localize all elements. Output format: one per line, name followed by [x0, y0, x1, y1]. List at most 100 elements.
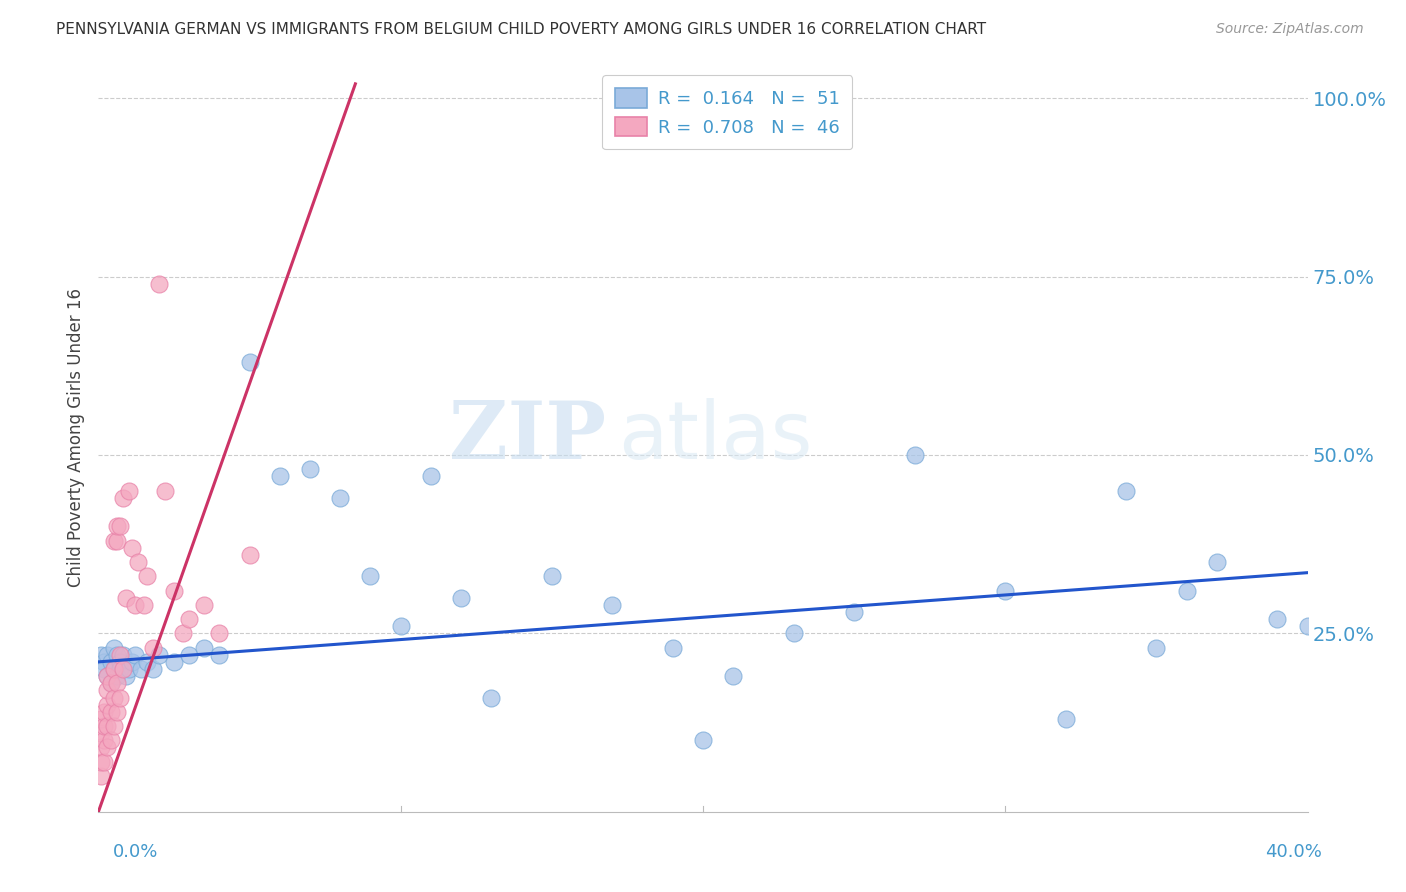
- Point: [96, 669, 118, 683]
- Point: [96, 719, 118, 733]
- Text: atlas: atlas: [619, 398, 813, 476]
- Point: [129, 662, 152, 676]
- Point: [105, 519, 128, 533]
- Point: [100, 655, 122, 669]
- Point: [105, 676, 128, 690]
- Point: [103, 662, 125, 676]
- Point: [96, 669, 118, 683]
- Point: [96, 648, 118, 662]
- Point: [135, 655, 157, 669]
- Point: [114, 669, 136, 683]
- Point: [118, 483, 141, 498]
- Point: [103, 719, 125, 733]
- Point: [1144, 640, 1167, 655]
- Point: [602, 598, 624, 612]
- Point: [105, 669, 128, 683]
- Point: [299, 462, 322, 476]
- Text: 0.0%: 0.0%: [112, 843, 157, 861]
- Y-axis label: Child Poverty Among Girls Under 16: Child Poverty Among Girls Under 16: [66, 287, 84, 587]
- Point: [1206, 555, 1229, 569]
- Point: [269, 469, 291, 483]
- Point: [481, 690, 503, 705]
- Point: [692, 733, 714, 747]
- Point: [108, 690, 131, 705]
- Point: [661, 640, 683, 655]
- Point: [111, 648, 134, 662]
- Point: [1115, 483, 1137, 498]
- Point: [108, 648, 131, 662]
- Point: [163, 655, 186, 669]
- Point: [108, 519, 131, 533]
- Text: 40.0%: 40.0%: [1265, 843, 1322, 861]
- Point: [93, 705, 115, 719]
- Point: [103, 662, 125, 676]
- Point: [163, 583, 186, 598]
- Point: [904, 448, 927, 462]
- Point: [239, 355, 262, 369]
- Point: [1267, 612, 1289, 626]
- Point: [844, 605, 866, 619]
- Point: [142, 640, 165, 655]
- Point: [100, 676, 122, 690]
- Point: [93, 733, 115, 747]
- Point: [179, 648, 201, 662]
- Point: [90, 740, 112, 755]
- Point: [153, 483, 176, 498]
- Point: [90, 755, 112, 769]
- Legend: R =  0.164   N =  51, R =  0.708   N =  46: R = 0.164 N = 51, R = 0.708 N = 46: [602, 75, 852, 149]
- Point: [105, 705, 128, 719]
- Point: [179, 612, 201, 626]
- Point: [121, 541, 143, 555]
- Point: [105, 533, 128, 548]
- Point: [96, 683, 118, 698]
- Point: [124, 648, 146, 662]
- Point: [389, 619, 412, 633]
- Point: [135, 569, 157, 583]
- Point: [96, 698, 118, 712]
- Point: [118, 662, 141, 676]
- Point: [103, 640, 125, 655]
- Point: [111, 491, 134, 505]
- Point: [121, 655, 143, 669]
- Point: [111, 662, 134, 676]
- Point: [723, 669, 745, 683]
- Point: [124, 598, 146, 612]
- Point: [172, 626, 194, 640]
- Point: [90, 726, 112, 740]
- Point: [90, 769, 112, 783]
- Point: [239, 548, 262, 562]
- Point: [360, 569, 382, 583]
- Point: [93, 755, 115, 769]
- Point: [103, 690, 125, 705]
- Point: [1296, 619, 1319, 633]
- Text: PENNSYLVANIA GERMAN VS IMMIGRANTS FROM BELGIUM CHILD POVERTY AMONG GIRLS UNDER 1: PENNSYLVANIA GERMAN VS IMMIGRANTS FROM B…: [56, 22, 987, 37]
- Point: [114, 591, 136, 605]
- Point: [93, 719, 115, 733]
- Text: ZIP: ZIP: [450, 398, 606, 476]
- Point: [90, 712, 112, 726]
- Point: [96, 740, 118, 755]
- Point: [132, 598, 155, 612]
- Point: [420, 469, 443, 483]
- Point: [193, 598, 215, 612]
- Point: [148, 648, 170, 662]
- Point: [1054, 712, 1077, 726]
- Point: [1175, 583, 1198, 598]
- Point: [148, 277, 170, 291]
- Point: [100, 733, 122, 747]
- Point: [208, 648, 231, 662]
- Point: [329, 491, 352, 505]
- Point: [100, 705, 122, 719]
- Point: [450, 591, 472, 605]
- Point: [108, 655, 131, 669]
- Point: [127, 555, 149, 569]
- Point: [105, 648, 128, 662]
- Point: [193, 640, 215, 655]
- Point: [90, 648, 112, 662]
- Point: [142, 662, 165, 676]
- Point: [208, 626, 231, 640]
- Point: [108, 662, 131, 676]
- Point: [93, 662, 115, 676]
- Point: [540, 569, 562, 583]
- Text: Source: ZipAtlas.com: Source: ZipAtlas.com: [1216, 22, 1364, 37]
